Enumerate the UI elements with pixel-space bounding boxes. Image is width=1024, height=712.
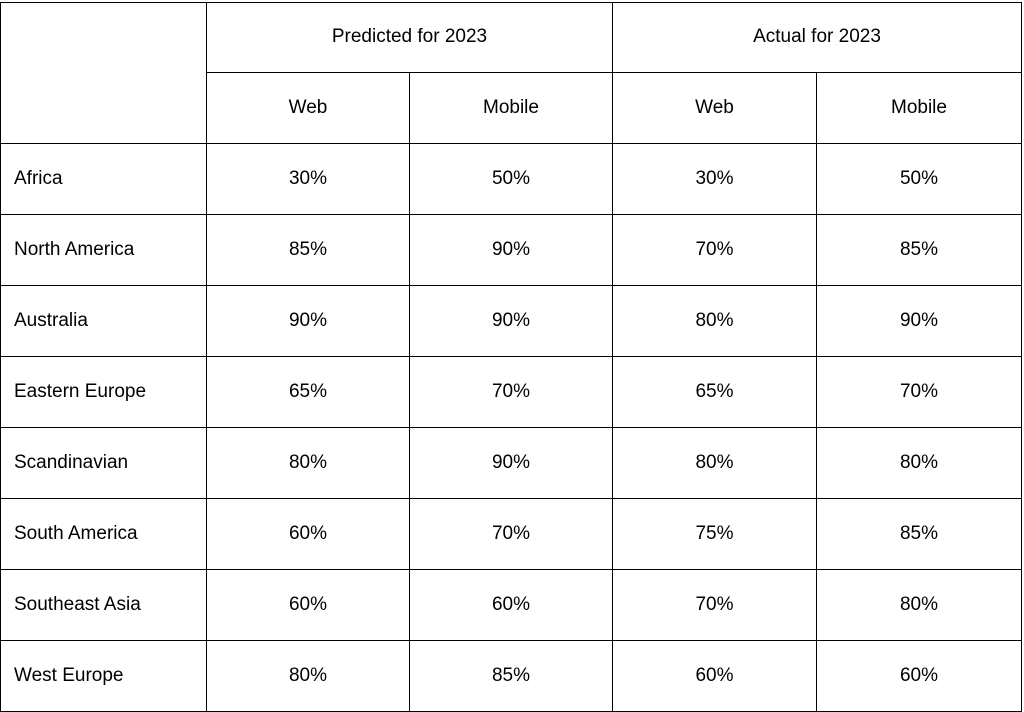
table-cell: 80% — [613, 286, 817, 357]
group-header: Actual for 2023 — [613, 2, 1022, 73]
row-label: Australia — [0, 286, 207, 357]
table-cell: 60% — [817, 641, 1022, 712]
table-cell: 60% — [207, 499, 410, 570]
table-cell: 90% — [817, 286, 1022, 357]
table-cell: 60% — [613, 641, 817, 712]
table-cell: 90% — [410, 286, 613, 357]
table-cell: 70% — [410, 499, 613, 570]
table-cell: 50% — [410, 144, 613, 215]
table-cell: 85% — [817, 499, 1022, 570]
table-cell: 70% — [817, 357, 1022, 428]
table-cell: 80% — [613, 428, 817, 499]
table-cell: 65% — [207, 357, 410, 428]
table-cell: 70% — [410, 357, 613, 428]
table-cell: 90% — [410, 215, 613, 286]
table-cell: 70% — [613, 215, 817, 286]
row-label: West Europe — [0, 641, 207, 712]
table-cell: 90% — [207, 286, 410, 357]
table-cell: 80% — [207, 641, 410, 712]
table-cell: 90% — [410, 428, 613, 499]
table-border — [0, 2, 1022, 3]
column-header: Web — [613, 73, 817, 144]
corner-cell — [0, 2, 207, 144]
table-cell: 80% — [817, 570, 1022, 641]
table-cell: 80% — [207, 428, 410, 499]
table-cell: 80% — [817, 428, 1022, 499]
table-cell: 65% — [613, 357, 817, 428]
column-header: Mobile — [817, 73, 1022, 144]
column-header: Mobile — [410, 73, 613, 144]
row-label: Scandinavian — [0, 428, 207, 499]
row-label: Eastern Europe — [0, 357, 207, 428]
table-cell: 85% — [817, 215, 1022, 286]
table-cell: 85% — [207, 215, 410, 286]
table-cell: 75% — [613, 499, 817, 570]
table-cell: 85% — [410, 641, 613, 712]
row-label: North America — [0, 215, 207, 286]
table-cell: 30% — [613, 144, 817, 215]
row-label: South America — [0, 499, 207, 570]
row-label: Southeast Asia — [0, 570, 207, 641]
column-header: Web — [207, 73, 410, 144]
table-cell: 30% — [207, 144, 410, 215]
table-cell: 60% — [410, 570, 613, 641]
table-cell: 50% — [817, 144, 1022, 215]
group-header: Predicted for 2023 — [207, 2, 613, 73]
table-cell: 60% — [207, 570, 410, 641]
row-label: Africa — [0, 144, 207, 215]
table-cell: 70% — [613, 570, 817, 641]
